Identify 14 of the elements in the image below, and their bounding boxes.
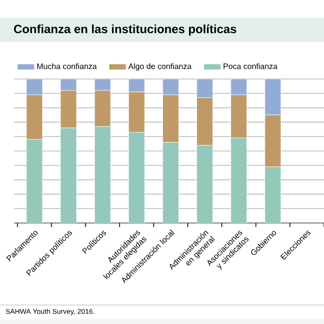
bar: [94, 126, 111, 223]
bar: [230, 79, 248, 96]
bar: [26, 139, 43, 223]
bar: [196, 79, 213, 98]
bar: [128, 79, 145, 92]
bar: [162, 142, 179, 223]
bar: [60, 128, 77, 223]
bar: [264, 166, 282, 223]
bar: [196, 145, 213, 223]
bar: [264, 79, 282, 116]
bar: [162, 79, 179, 96]
bar: [128, 132, 145, 223]
chart-title: Confianza en las instituciones políticas: [14, 24, 236, 36]
bar: [230, 138, 248, 223]
